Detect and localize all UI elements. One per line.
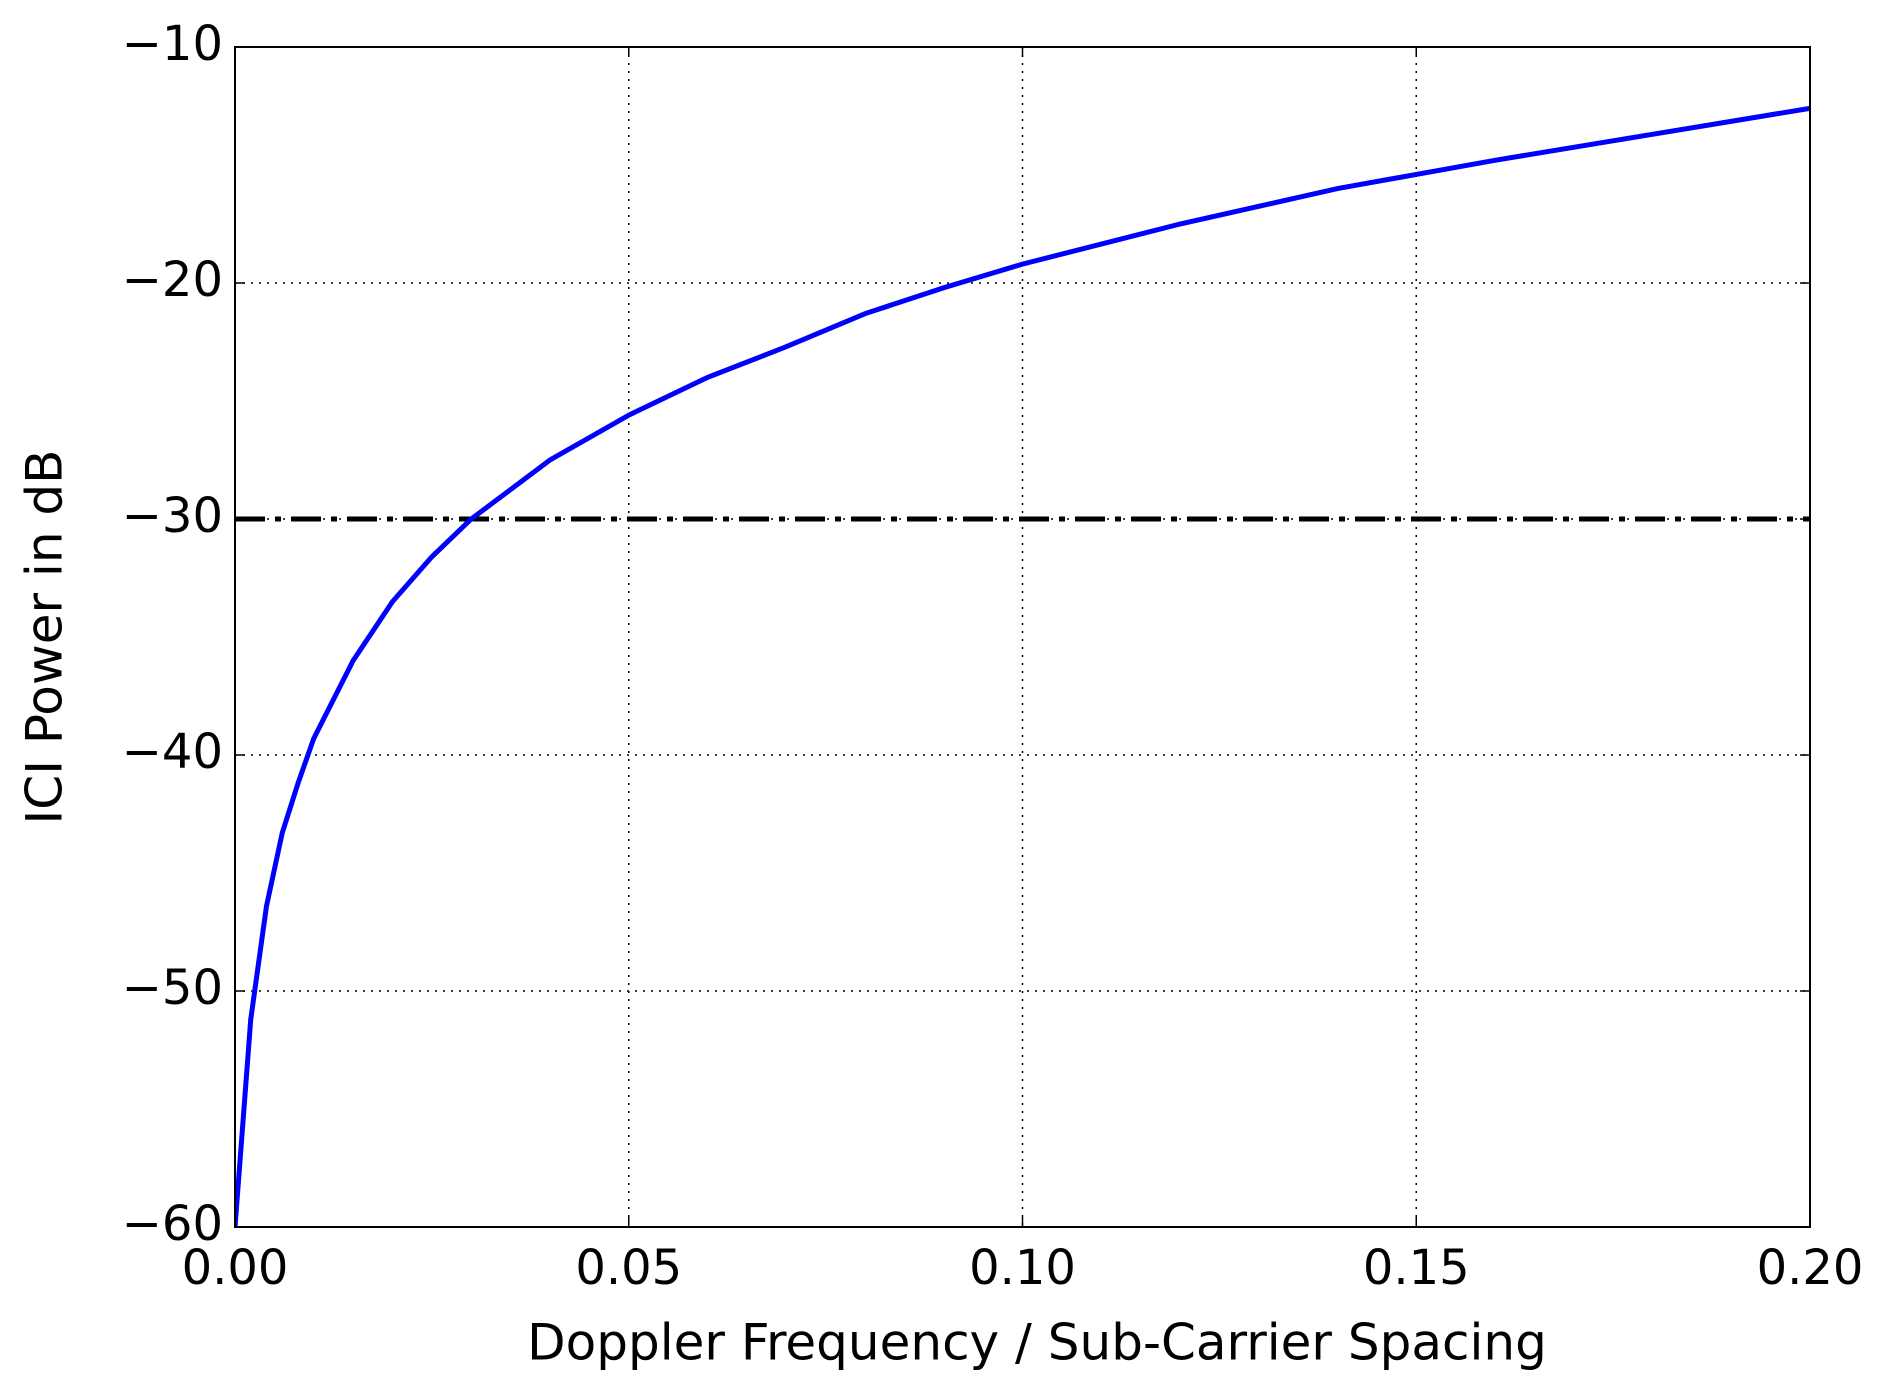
x-tick-label: 0.00 — [182, 1240, 289, 1296]
y-tick-label: −10 — [122, 16, 223, 72]
y-tick-label: −60 — [122, 1196, 223, 1252]
y-tick-label: −50 — [122, 960, 223, 1016]
x-tick-label: 0.10 — [969, 1240, 1076, 1296]
x-tick-label: 0.15 — [1363, 1240, 1470, 1296]
y-tick-label: −40 — [122, 724, 223, 780]
data-line — [235, 105, 1810, 1227]
x-tick-label: 0.05 — [575, 1240, 682, 1296]
x-tick-label: 0.20 — [1757, 1240, 1864, 1296]
y-tick-label: −30 — [122, 488, 223, 544]
y-tick-label: −20 — [122, 252, 223, 308]
plot-frame — [234, 46, 1811, 1228]
x-axis-label: Doppler Frequency / Sub-Carrier Spacing — [527, 1314, 1547, 1372]
y-axis-label: ICI Power in dB — [16, 450, 74, 825]
